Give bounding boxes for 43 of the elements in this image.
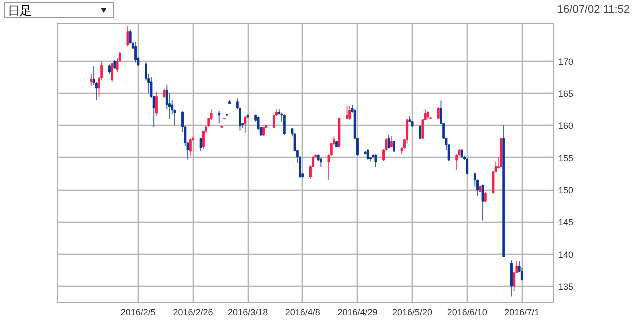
x-tick-label: 2016/4/29 bbox=[338, 308, 378, 318]
candlestick bbox=[155, 92, 158, 117]
candlestick bbox=[374, 154, 378, 168]
x-tick-label: 2016/7/1 bbox=[504, 308, 540, 318]
candlestick bbox=[108, 64, 111, 75]
candlestick bbox=[492, 170, 495, 194]
candlestick bbox=[126, 26, 130, 48]
candlestick bbox=[111, 62, 114, 82]
candlestick bbox=[90, 74, 93, 87]
candlestick bbox=[348, 106, 352, 122]
candlestick bbox=[134, 42, 138, 64]
candlestick bbox=[366, 149, 370, 160]
x-tick-label: 2016/6/10 bbox=[447, 308, 488, 318]
x-tick-label: 2016/3/18 bbox=[228, 308, 268, 318]
y-tick-label: 135 bbox=[558, 282, 574, 292]
text: 16/07/02 11:52 bbox=[557, 4, 630, 16]
candlestick bbox=[346, 106, 348, 120]
x-tick-label: 2016/5/20 bbox=[392, 308, 433, 318]
y-tick-label: 145 bbox=[558, 218, 574, 228]
candlestick bbox=[482, 184, 484, 222]
candlestick bbox=[419, 125, 422, 140]
candlestick bbox=[466, 158, 469, 176]
candlestick bbox=[189, 138, 192, 158]
candlestick bbox=[283, 114, 286, 136]
candlestick bbox=[437, 106, 440, 120]
candlestick bbox=[510, 260, 513, 298]
candlestick bbox=[200, 137, 202, 152]
candlestick bbox=[244, 116, 247, 134]
candlestick bbox=[320, 157, 322, 168]
candlestick bbox=[272, 114, 276, 129]
y-tick-label: 150 bbox=[558, 186, 574, 196]
y-tick-label: 165 bbox=[558, 89, 574, 100]
x-tick-label: 2016/2/26 bbox=[173, 308, 214, 318]
x-tick-label: 2016/4/8 bbox=[285, 308, 320, 318]
y-tick-label: 155 bbox=[558, 153, 574, 164]
candlestick bbox=[116, 58, 119, 73]
y-tick-label: 160 bbox=[558, 121, 574, 132]
chart-title: 日足 bbox=[4, 2, 114, 18]
y-tick-label: 140 bbox=[558, 250, 574, 260]
candlestick bbox=[218, 110, 221, 124]
candlestick bbox=[388, 134, 390, 150]
y-tick-label: 170 bbox=[558, 56, 574, 67]
x-tick-label: 2016/2/5 bbox=[120, 308, 156, 318]
